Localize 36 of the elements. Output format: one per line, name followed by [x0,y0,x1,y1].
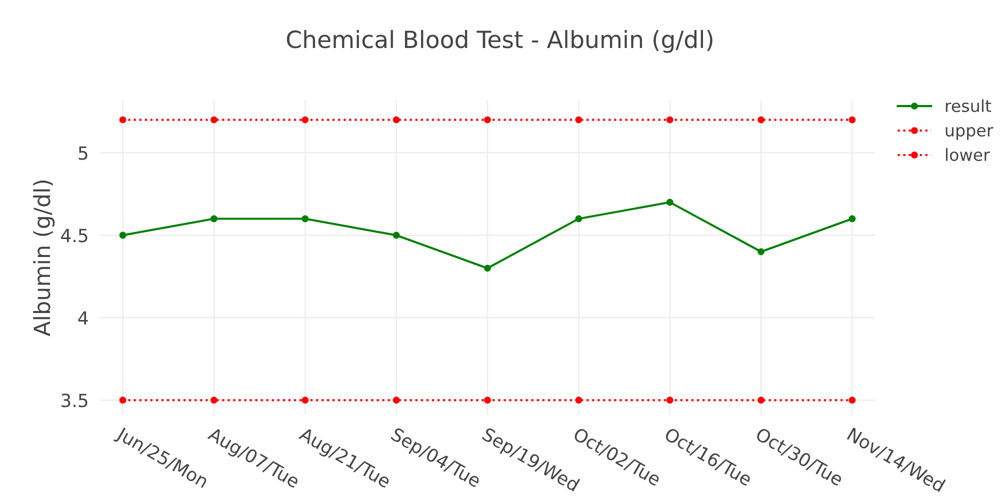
point [575,116,582,124]
point [848,116,856,124]
point [302,215,309,222]
point [758,396,764,404]
y-tick-label: 4 [78,311,88,325]
legend-label: result [946,99,992,112]
point [575,215,582,222]
point [848,396,856,404]
point [210,116,218,124]
point [666,116,674,124]
legend-label: lower [946,148,990,162]
point [119,396,126,404]
y-axis-title: Albumin (g/dl) [33,180,55,336]
y-tick-label: 4.5 [61,228,88,242]
point [302,396,309,404]
point [392,116,400,124]
point [484,116,491,124]
point [758,116,764,124]
point [119,116,126,124]
point [666,198,674,206]
point [392,396,400,404]
legend-label: upper [946,127,994,140]
point [758,248,764,256]
point [119,232,126,239]
point [575,396,582,404]
point [210,396,218,404]
chart-title: Chemical Blood Test - Albumin (g/dl) [286,30,712,53]
point [392,232,400,239]
y-tick-label: 3.5 [62,394,88,408]
point [484,264,491,272]
point [484,396,491,404]
point [210,215,218,222]
point [302,116,309,124]
point [666,396,674,404]
y-tick-label: 5 [78,146,88,160]
point [848,215,856,222]
